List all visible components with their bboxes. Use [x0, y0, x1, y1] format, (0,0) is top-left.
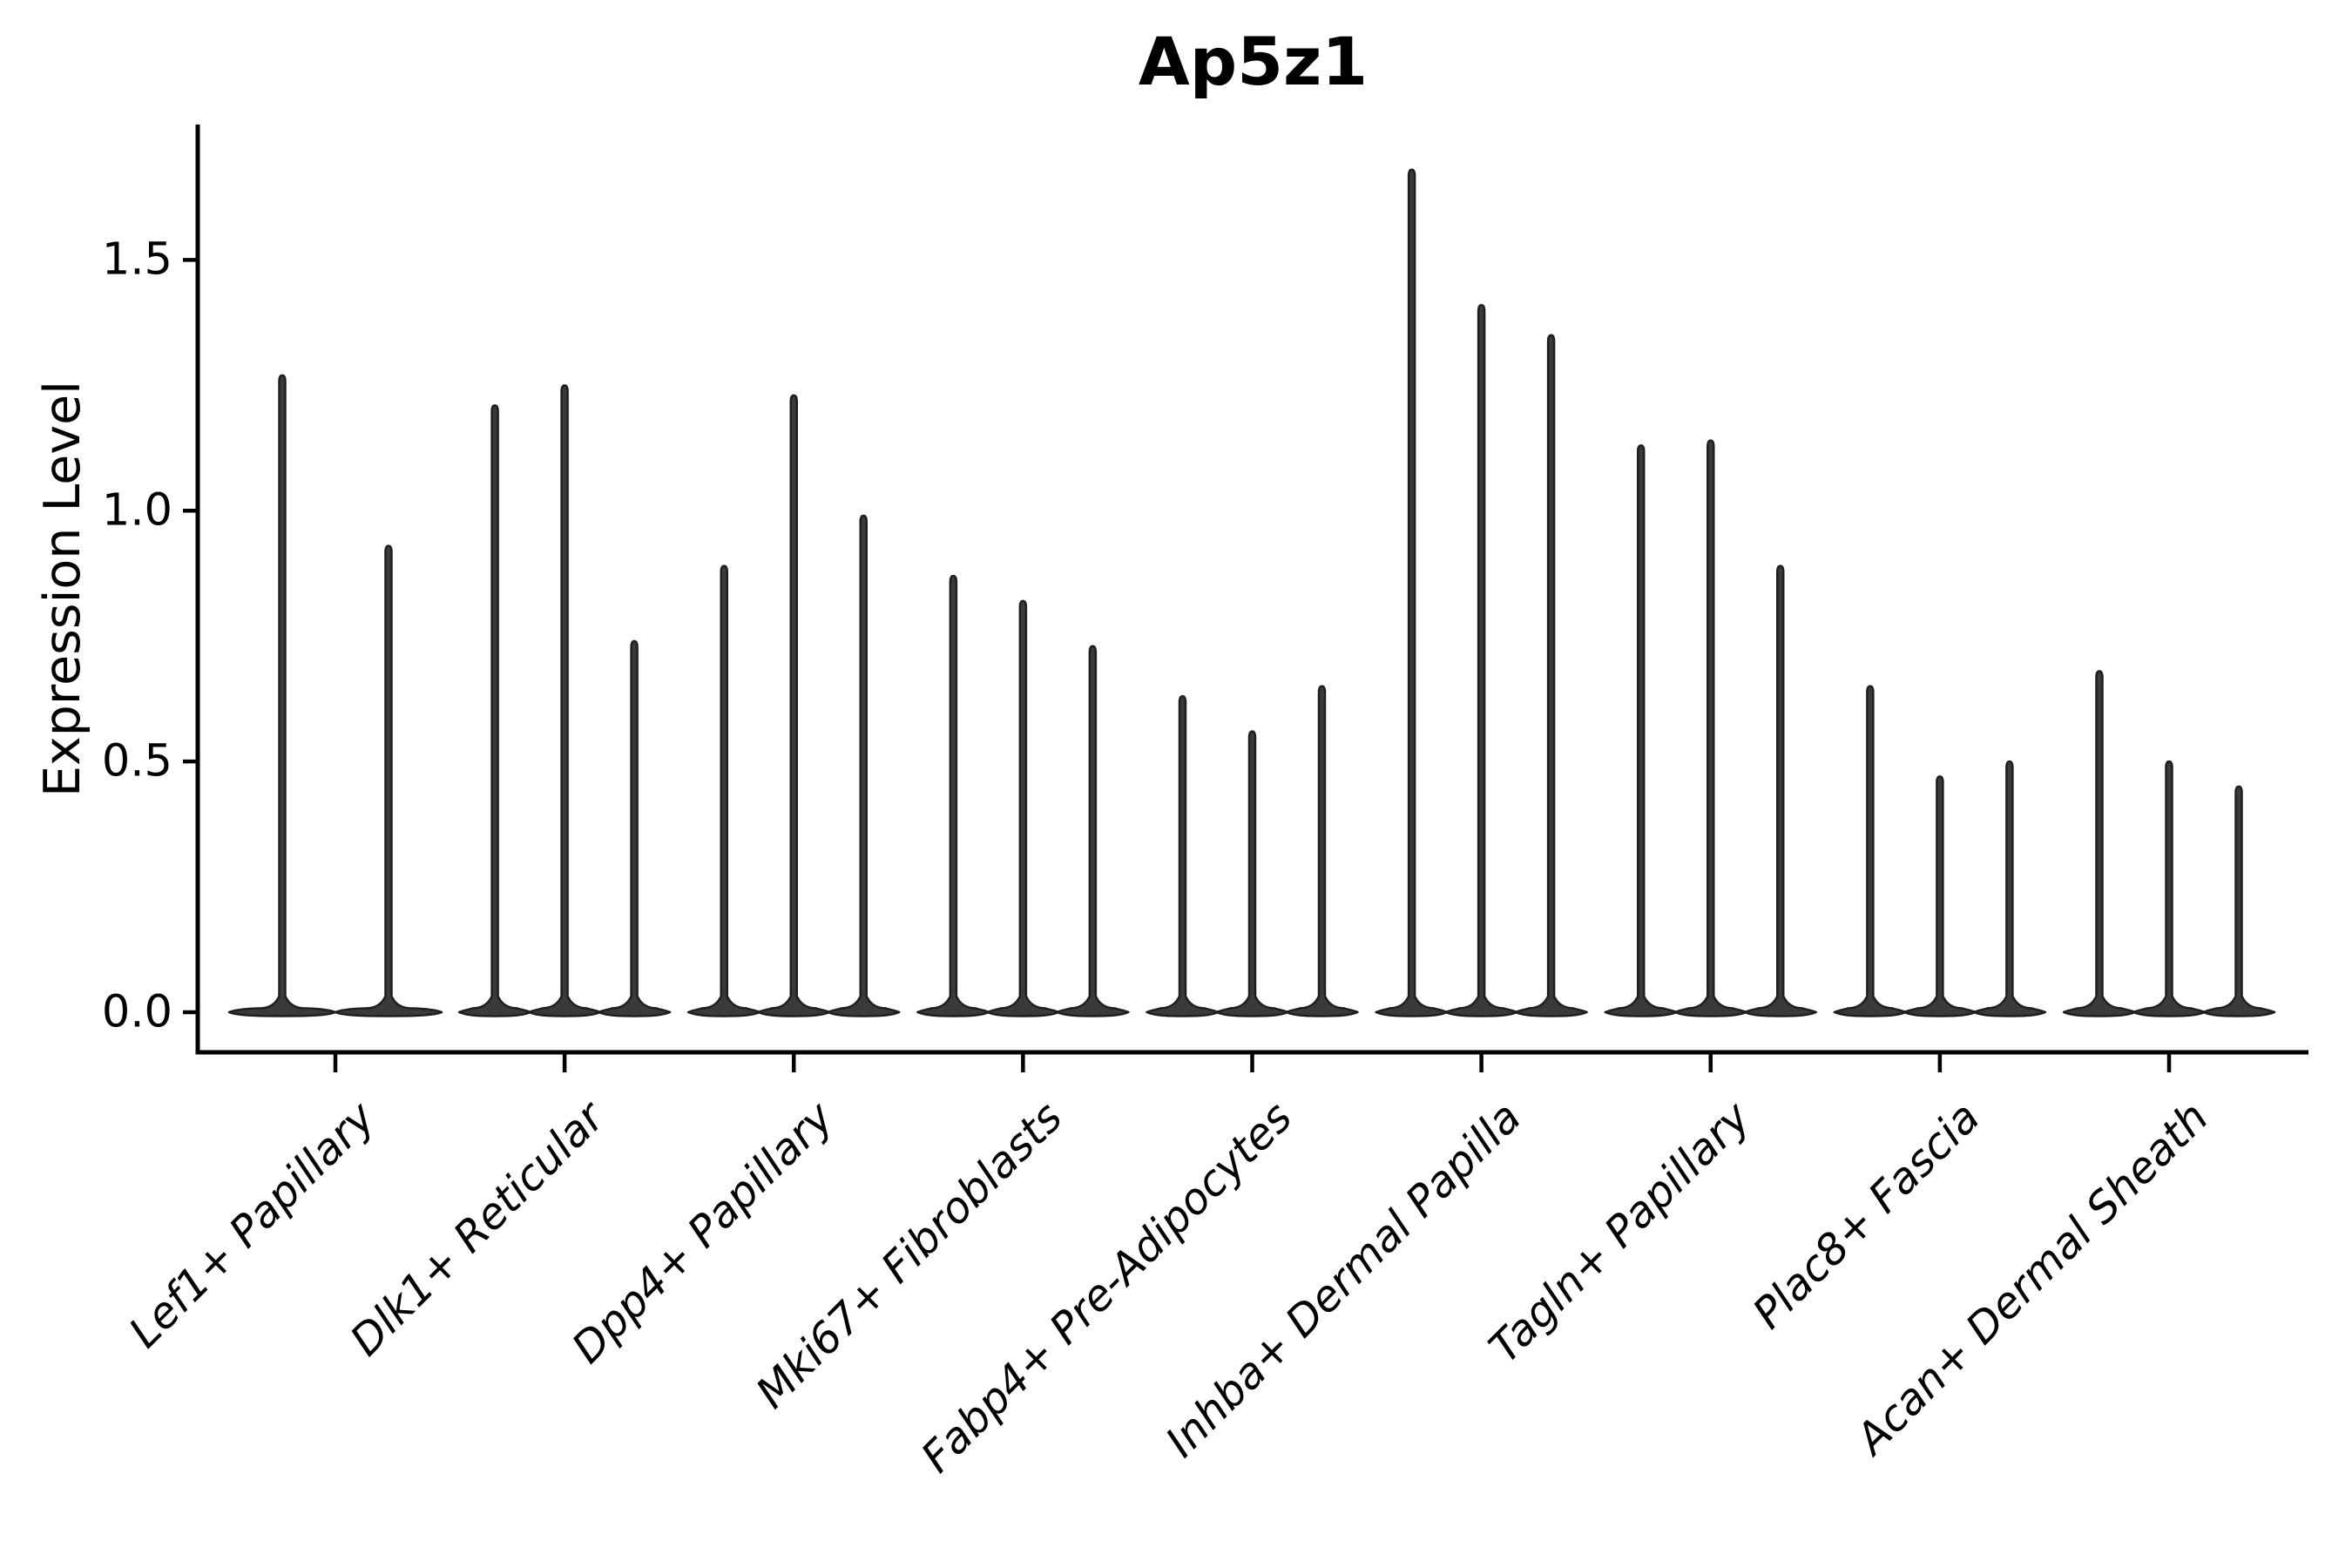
violin-5-1: [1444, 303, 1518, 1017]
violin-4-1: [1215, 730, 1289, 1017]
violin-7-2: [1972, 760, 2047, 1017]
violin-0-1: [334, 544, 443, 1017]
violin-1-2: [597, 639, 672, 1017]
y-tick-label: 0.5: [101, 735, 172, 787]
violin-2-1: [757, 394, 831, 1017]
violin-1-1: [527, 384, 602, 1017]
violin-0-0: [227, 374, 337, 1017]
violin-8-0: [2062, 670, 2137, 1017]
violin-3-0: [916, 574, 990, 1017]
violin-7-0: [1833, 685, 1908, 1017]
y-tick-label: 1.0: [101, 484, 172, 537]
violin-4-0: [1146, 695, 1220, 1017]
violin-3-1: [986, 599, 1060, 1017]
violin-2-2: [827, 514, 901, 1017]
violin-6-0: [1604, 444, 1678, 1017]
violin-1-0: [457, 404, 532, 1017]
violin-8-2: [2201, 785, 2276, 1017]
chart-title: Ap5z1: [1138, 23, 1369, 100]
violin-8-1: [2132, 760, 2207, 1017]
violin-3-2: [1056, 645, 1130, 1017]
violin-6-2: [1743, 564, 1817, 1017]
y-tick-label: 1.5: [101, 233, 172, 286]
violin-5-0: [1375, 168, 1449, 1017]
violin-7-1: [1903, 775, 1977, 1017]
violin-6-1: [1673, 439, 1747, 1017]
violin-2-0: [687, 564, 761, 1017]
y-tick-label: 0.0: [101, 986, 172, 1038]
violin-4-2: [1285, 685, 1359, 1017]
violin-5-2: [1514, 334, 1588, 1017]
